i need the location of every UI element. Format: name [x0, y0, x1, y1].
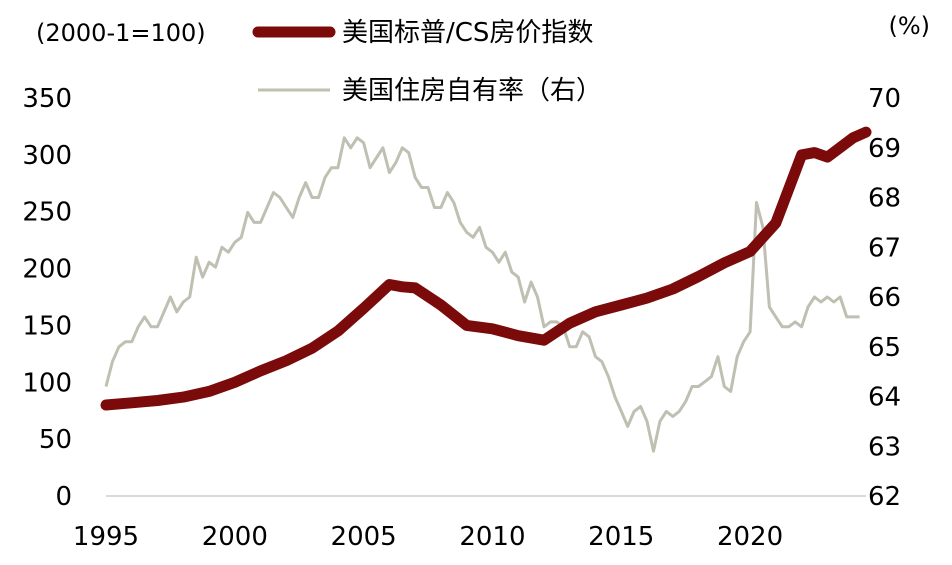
- right-axis-tick-label: 65: [868, 333, 901, 363]
- right-axis-tick-label: 69: [868, 134, 901, 164]
- right-axis-tick-label: 66: [868, 283, 901, 313]
- left-axis-tick-label: 50: [39, 425, 72, 455]
- x-axis-tick-label: 2015: [588, 522, 654, 552]
- left-axis-tick-label: 250: [22, 198, 72, 228]
- left-axis-tick-label: 200: [22, 255, 72, 285]
- right-axis-tick-label: 70: [868, 84, 901, 114]
- x-axis-ticks: 1995 2000 2005 2010 2015 2020: [73, 522, 783, 552]
- left-axis-tick-label: 100: [22, 368, 72, 398]
- legend-label-house-price-index: 美国标普/CS房价指数: [342, 18, 593, 48]
- x-axis-tick-label: 2020: [717, 522, 783, 552]
- right-axis-unit-label: (%): [888, 12, 930, 40]
- x-axis-tick-label: 2000: [202, 522, 268, 552]
- x-axis-tick-label: 1995: [73, 522, 139, 552]
- legend-label-homeownership-rate: 美国住房自有率（右）: [342, 76, 602, 106]
- left-axis-tick-label: 350: [22, 84, 72, 114]
- right-axis-ticks: 62 63 64 65 66 67 68 69 70: [868, 84, 901, 512]
- right-axis-tick-label: 63: [868, 432, 901, 462]
- right-axis-tick-label: 68: [868, 184, 901, 214]
- left-axis-tick-label: 300: [22, 141, 72, 171]
- legend: 美国标普/CS房价指数 美国住房自有率（右）: [252, 18, 602, 106]
- house-price-index-line: [100, 126, 872, 411]
- left-axis-unit-label: (2000-1=100): [36, 19, 206, 47]
- right-axis-tick-label: 64: [868, 383, 901, 413]
- right-axis-tick-label: 67: [868, 233, 901, 263]
- x-axis-tick-label: 2010: [459, 522, 525, 552]
- left-axis-tick-label: 150: [22, 311, 72, 341]
- left-axis-ticks: 0 50 100 150 200 250 300 350: [22, 84, 72, 512]
- x-axis-tick-label: 2005: [331, 522, 397, 552]
- homeownership-rate-line: [104, 136, 860, 453]
- left-axis-tick-label: 0: [55, 482, 72, 512]
- right-axis-tick-label: 62: [868, 482, 901, 512]
